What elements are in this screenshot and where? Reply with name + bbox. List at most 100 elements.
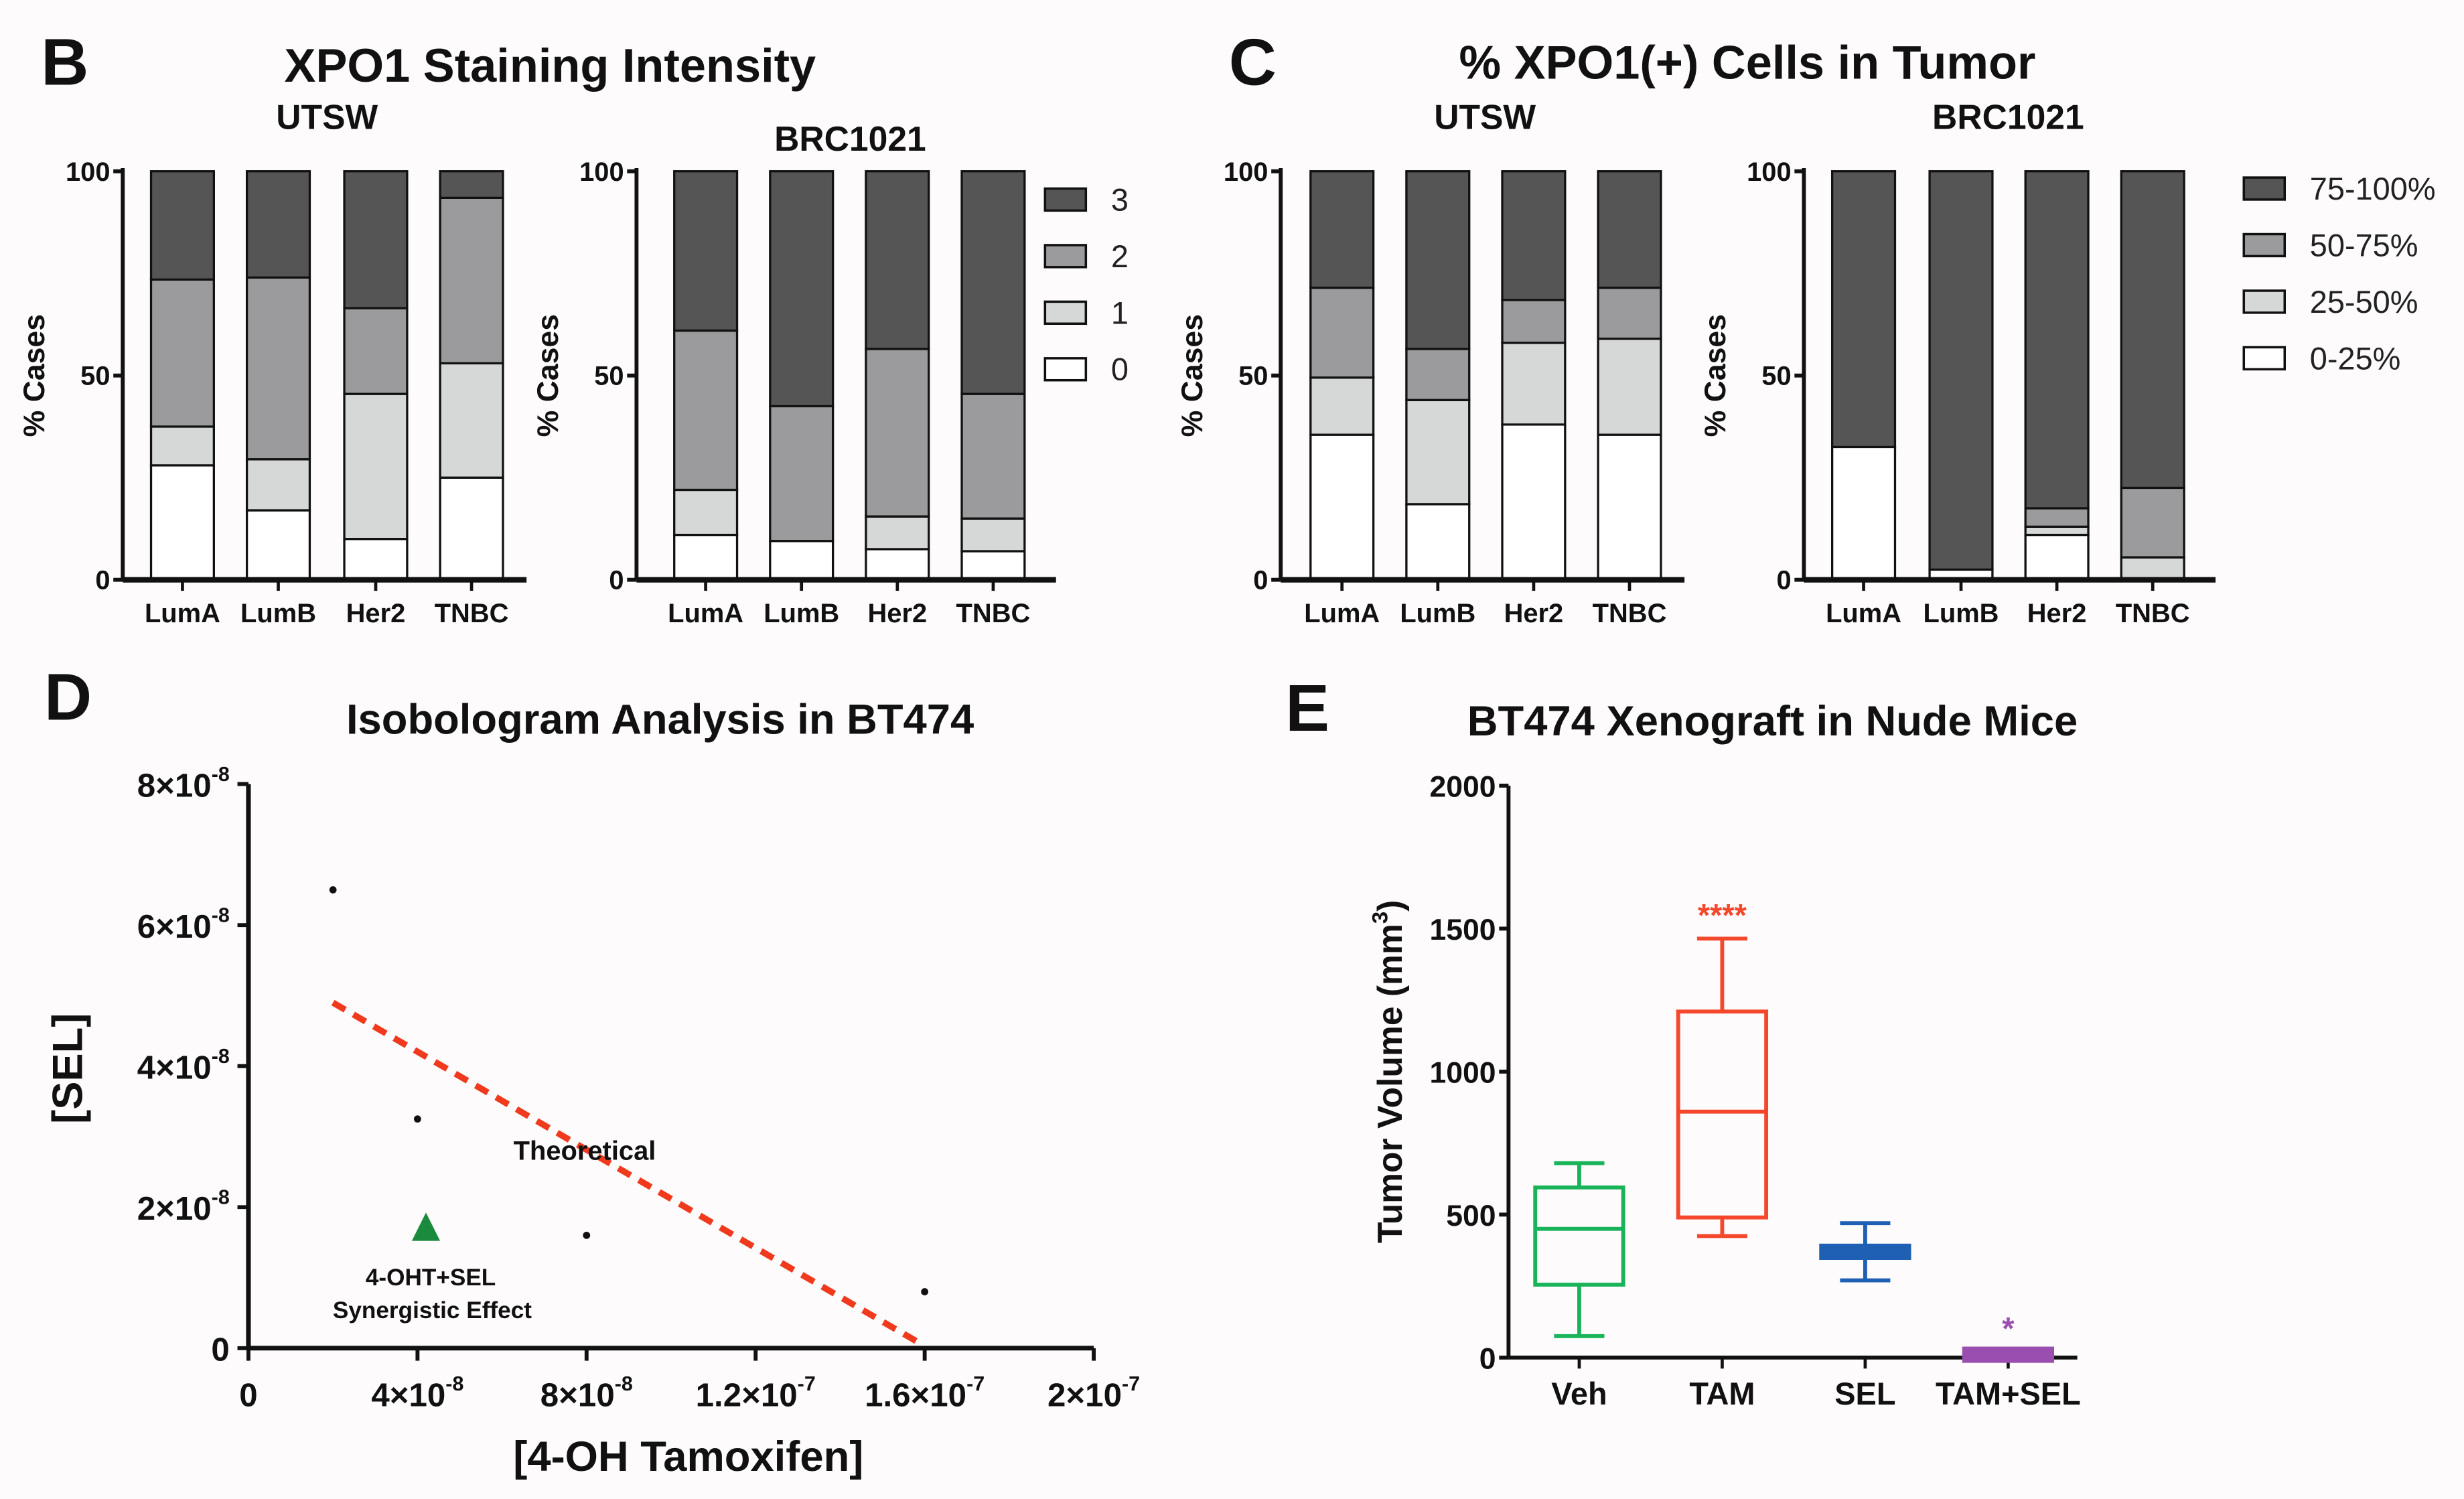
bar-segment-tnbc-0-25 — [1597, 433, 1662, 581]
bar-segment-tnbc-50-75 — [1597, 286, 1662, 340]
bar-segment-lumb-2 — [769, 405, 835, 543]
bar-segment-lumb-0 — [769, 540, 835, 581]
bar-segment-tnbc-2 — [960, 392, 1026, 520]
bar-segment-her2-3 — [865, 170, 930, 350]
y-tick-label: 0 — [1776, 566, 1791, 595]
panel-letter-d: D — [44, 660, 92, 733]
legend-swatch — [2242, 346, 2287, 371]
x-tick-label: TNBC — [435, 599, 509, 628]
x-tick-label: Veh — [1551, 1376, 1607, 1411]
x-tick-label: 0 — [239, 1377, 257, 1414]
legend-swatch — [2242, 289, 2287, 314]
bar-segment-luma-0-25 — [1309, 433, 1375, 581]
bar-segment-luma-0 — [673, 533, 739, 581]
bar-segment-tnbc-0 — [439, 476, 504, 581]
bar-segment-luma-75-100 — [1830, 170, 1897, 449]
bar-segment-luma-0-25 — [1830, 445, 1897, 581]
y-axis-label: % Cases — [532, 314, 565, 437]
legend-label: 50-75% — [2310, 228, 2418, 263]
bar-segment-luma-1 — [149, 425, 215, 467]
bar-segment-lumb-75-100 — [1405, 170, 1471, 350]
legend-swatch — [2242, 232, 2287, 258]
x-tick-label: LumB — [1924, 599, 1999, 628]
x-tick-label: TAM — [1689, 1376, 1755, 1411]
y-tick-label: 50 — [594, 362, 624, 391]
chart-subtitle: UTSW — [276, 97, 378, 136]
title-b: XPO1 Staining Intensity — [285, 39, 816, 92]
panel-letter-e: E — [1285, 671, 1329, 745]
bar-segment-her2-3 — [343, 170, 409, 309]
x-tick-label: LumA — [1826, 599, 1901, 628]
legend-label: 2 — [1111, 239, 1129, 274]
y-tick-label: 50 — [1761, 362, 1791, 391]
legend-label: 0-25% — [2310, 341, 2401, 376]
bar-segment-tnbc-75-100 — [1597, 170, 1662, 289]
data-point — [329, 886, 337, 894]
legend-swatch — [1043, 357, 1088, 382]
bar-segment-lumb-3 — [245, 170, 311, 279]
y-axis-label: % Cases — [1699, 314, 1732, 437]
y-tick-label: 100 — [579, 157, 624, 187]
y-tick-label: 100 — [1224, 157, 1269, 187]
bar-segment-tnbc-1 — [960, 517, 1026, 553]
bar-segment-lumb-50-75 — [1405, 348, 1471, 401]
legend-swatch — [1043, 300, 1088, 326]
bar-segment-her2-2 — [865, 348, 930, 518]
bar-segment-luma-75-100 — [1309, 170, 1375, 289]
y-tick-label: 1500 — [1429, 914, 1496, 946]
bar-segment-her2-75-100 — [1501, 170, 1567, 301]
combination-triangle-marker — [411, 1212, 441, 1241]
bar-segment-lumb-75-100 — [1928, 170, 1994, 571]
bar-segment-luma-1 — [673, 488, 739, 537]
x-tick-label: TNBC — [1593, 599, 1667, 628]
y-tick-label: 4×10-8 — [137, 1045, 230, 1086]
bar-segment-lumb-0-25 — [1405, 503, 1471, 581]
x-axis-label: [4-OH Tamoxifen] — [513, 1433, 863, 1480]
y-tick-label: 2×10-8 — [137, 1186, 230, 1227]
bar-segment-luma-50-75 — [1309, 286, 1375, 379]
bar-segment-tnbc-50-75 — [2120, 486, 2185, 559]
bar-segment-lumb-0 — [245, 509, 311, 581]
bar-segment-tnbc-25-50 — [2120, 556, 2185, 581]
y-tick-label: 1000 — [1429, 1056, 1496, 1089]
x-tick-label: 2×10-7 — [1047, 1372, 1140, 1413]
bar-segment-lumb-1 — [245, 458, 311, 512]
y-axis-label: % Cases — [1176, 314, 1209, 437]
bar-segment-lumb-3 — [769, 170, 835, 408]
bar-segment-tnbc-25-50 — [1597, 338, 1662, 436]
y-tick-label: 100 — [66, 157, 111, 187]
y-axis-label: % Cases — [18, 314, 51, 437]
x-tick-label: TNBC — [2116, 599, 2190, 628]
bar-segment-her2-0 — [865, 548, 930, 581]
data-point — [583, 1231, 591, 1239]
y-tick-label: 6×10-8 — [137, 904, 230, 944]
y-tick-label: 100 — [1747, 157, 1792, 187]
data-point — [413, 1115, 421, 1123]
bar-segment-her2-25-50 — [2024, 525, 2090, 537]
bar-segment-lumb-2 — [245, 276, 311, 461]
legend-label: 1 — [1111, 295, 1129, 330]
x-tick-label: LumA — [668, 599, 743, 628]
title-c: % XPO1(+) Cells in Tumor — [1459, 35, 2036, 88]
title-d: Isobologram Analysis in BT474 — [346, 697, 974, 743]
x-tick-label: Her2 — [867, 599, 927, 628]
theoretical-line — [331, 999, 918, 1344]
bar-segment-her2-0-25 — [2024, 533, 2090, 581]
y-tick-label: 2000 — [1429, 770, 1496, 803]
bar-segment-luma-2 — [673, 329, 739, 492]
x-tick-label: LumA — [145, 599, 220, 628]
panel-letter-c: C — [1229, 25, 1277, 99]
x-tick-label: LumB — [764, 599, 839, 628]
y-tick-label: 0 — [1479, 1342, 1496, 1375]
bar-segment-tnbc-0 — [960, 550, 1026, 581]
bar-segment-her2-1 — [865, 515, 930, 551]
bar-segment-lumb-25-50 — [1405, 399, 1471, 506]
bar-segment-her2-25-50 — [1501, 342, 1567, 426]
combo-label: 4-OHT+SEL — [366, 1265, 496, 1291]
bar-segment-her2-2 — [343, 307, 409, 395]
combo-label: Synergistic Effect — [333, 1297, 532, 1324]
bar-segment-luma-3 — [149, 170, 215, 281]
legend-label: 75-100% — [2310, 171, 2436, 206]
y-tick-label: 0 — [609, 566, 624, 595]
